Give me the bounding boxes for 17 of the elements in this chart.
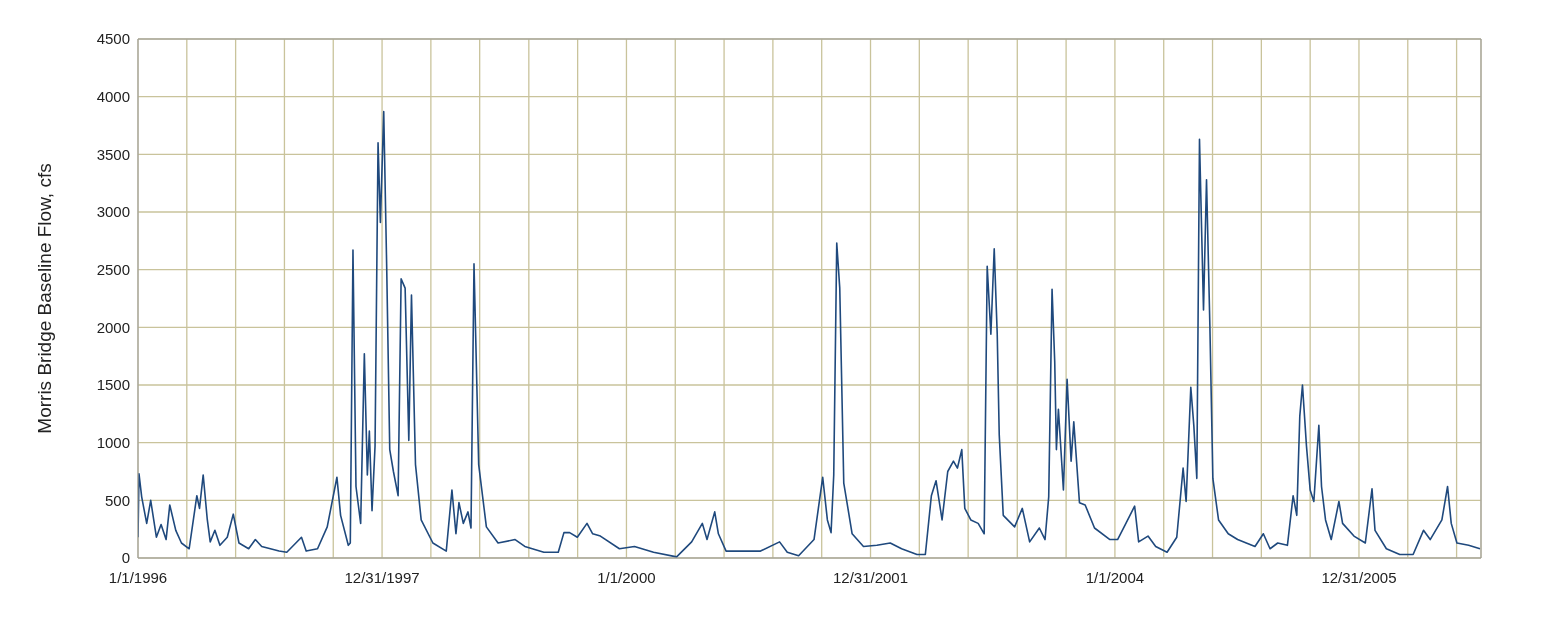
y-tick-label: 0 xyxy=(121,549,130,567)
y-tick-label: 4500 xyxy=(96,30,130,48)
y-tick-label: 1500 xyxy=(96,376,130,394)
y-tick-label: 3000 xyxy=(96,203,130,221)
x-tick-label: 1/1/2000 xyxy=(597,568,656,586)
y-axis-title: Morris Bridge Baseline Flow, cfs xyxy=(33,163,55,434)
x-tick-label: 12/31/1997 xyxy=(344,568,420,586)
x-tick-label: 1/1/2004 xyxy=(1085,568,1145,586)
y-tick-label: 3500 xyxy=(96,145,130,163)
x-tick-label: 12/31/2001 xyxy=(832,568,909,586)
x-tick-label: 12/31/2005 xyxy=(1321,568,1397,586)
y-tick-label: 2500 xyxy=(96,260,130,278)
y-tick-label: 4000 xyxy=(96,87,130,105)
y-tick-label: 1000 xyxy=(96,433,130,451)
x-tick-label: 1/1/1996 xyxy=(108,568,168,586)
y-tick-label: 500 xyxy=(104,491,130,509)
y-tick-label: 2000 xyxy=(96,318,130,336)
